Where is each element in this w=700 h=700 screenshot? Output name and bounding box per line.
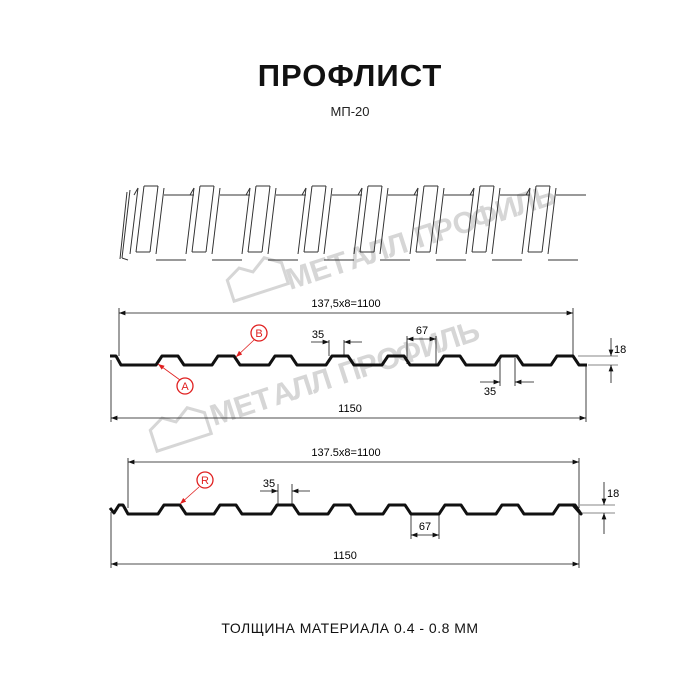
- marker-b: [250, 324, 268, 342]
- marker-r: [196, 471, 214, 489]
- pitch-label: 67: [419, 521, 431, 533]
- width-label: 1150: [338, 403, 362, 415]
- profile-top: 137,5x8=1100 1150 35 67 35 18 B A: [110, 298, 626, 422]
- height-label: 18: [607, 488, 619, 500]
- span-label: 137.5x8=1100: [311, 447, 380, 459]
- profile-bottom: 137.5x8=1100 1150 35 67 18 R: [108, 447, 619, 568]
- width-label: 1150: [333, 550, 357, 562]
- pitch-label: 67: [416, 325, 428, 337]
- profile-line: [110, 354, 587, 367]
- sheet-perspective-view: [119, 185, 586, 261]
- marker-a: [176, 377, 194, 395]
- span-label: 137,5x8=1100: [311, 298, 380, 310]
- material-thickness-note: ТОЛЩИНА МАТЕРИАЛА 0.4 - 0.8 ММ: [221, 620, 479, 636]
- rib-top-label: 35: [263, 478, 275, 490]
- rib-bottom-label: 35: [484, 386, 496, 398]
- watermark-logo-icon: [225, 256, 291, 304]
- watermark-logo-icon: [148, 406, 214, 454]
- marker-r-label: R: [201, 475, 209, 487]
- profile-line: [108, 503, 583, 516]
- marker-a-label: A: [181, 381, 189, 393]
- height-label: 18: [614, 344, 626, 356]
- page-subtitle: МП-20: [330, 104, 370, 119]
- rib-top-label: 35: [312, 329, 324, 341]
- page-title: ПРОФЛИСТ: [257, 58, 443, 93]
- marker-b-label: B: [255, 328, 262, 340]
